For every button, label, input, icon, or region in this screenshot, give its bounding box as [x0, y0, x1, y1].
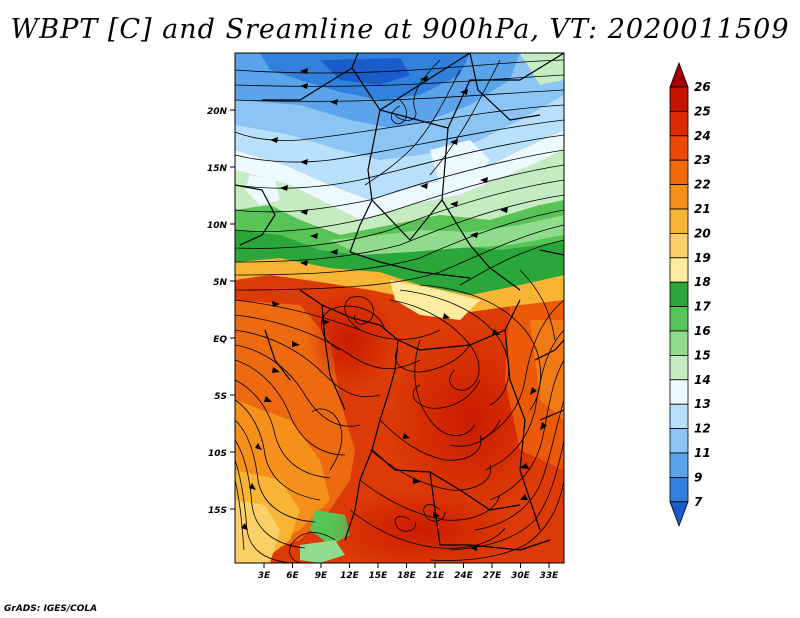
colorbar-top-arrow [669, 61, 689, 88]
lon-tick-label: 27E [483, 571, 503, 581]
footer-credit: GrADS: IGES/COLA [4, 604, 98, 614]
lon-tick-label: 30E [511, 571, 531, 581]
colorbar-label: 14 [694, 373, 711, 387]
lat-tick-label: 15N [207, 164, 228, 174]
colorbar-swatch [669, 159, 689, 185]
colorbar-swatch [669, 281, 689, 308]
map-frame [234, 52, 565, 564]
colorbar-label: 24 [694, 129, 711, 143]
colorbar-label: 12 [694, 422, 711, 436]
colorbar-label: 19 [694, 251, 711, 265]
lat-tick-label: EQ [213, 335, 227, 345]
colorbar-swatch [669, 135, 689, 161]
colorbar-swatch [669, 232, 689, 259]
colorbar-swatch [669, 428, 689, 454]
colorbar-bottom-arrow [669, 501, 689, 527]
colorbar-label: 9 [694, 470, 702, 484]
colorbar-label: 20 [694, 226, 711, 240]
colorbar-label: 7 [694, 495, 703, 509]
colorbar-swatch [669, 330, 689, 356]
colorbar-label: 17 [694, 300, 711, 314]
colorbar-swatch [669, 476, 689, 503]
colorbar-label: 25 [694, 104, 711, 118]
colorbar-label: 11 [694, 446, 711, 460]
lat-tick-label: 10S [208, 449, 227, 459]
lat-tick-label: 10N [207, 221, 228, 231]
lon-tick-label: 12E [340, 571, 360, 581]
country-borders [235, 53, 564, 551]
colorbar-swatch [669, 452, 689, 478]
colorbar-label: 13 [694, 397, 711, 411]
lon-tick-label: 15E [369, 571, 389, 581]
colorbar-label: 23 [694, 153, 711, 167]
colorbar-swatch [669, 111, 689, 137]
longitude-axis: 3E 6E 9E 12E 15E 18E 21E 24E 27E 30E 33E [258, 563, 559, 581]
lat-tick-label: 15S [208, 506, 227, 516]
lon-tick-label: 18E [397, 571, 417, 581]
colorbar-label: 26 [694, 80, 711, 94]
colorbar-swatch [669, 403, 689, 430]
colorbar-swatch [669, 379, 689, 405]
lon-tick-label: 9E [315, 571, 328, 581]
colorbar: 26 25 24 23 22 21 20 19 18 17 16 15 14 13 12 11 9 7 [669, 61, 711, 527]
colorbar-swatch [669, 184, 689, 210]
colorbar-swatch [669, 354, 689, 381]
lat-tick-label: 5N [213, 278, 227, 288]
lon-tick-label: 3E [258, 571, 271, 581]
lat-tick-label: 20N [207, 107, 228, 117]
colorbar-label: 15 [694, 348, 711, 362]
colorbar-swatch [669, 86, 689, 112]
colorbar-swatch [669, 306, 689, 332]
colorbar-swatch [669, 208, 689, 234]
lon-tick-label: 6E [286, 571, 299, 581]
colorbar-label: 21 [694, 202, 711, 216]
streamlines [235, 59, 564, 563]
lat-tick-label: 5S [214, 392, 227, 402]
latitude-axis: 20N 15N 10N 5N EQ 5S 10S 15S [207, 107, 235, 516]
colorbar-label: 16 [694, 324, 711, 338]
colorbar-label: 18 [694, 275, 711, 289]
map-title: WBPT [C] and Sreamline at 900hPa, VT: 20… [10, 14, 790, 45]
lon-tick-label: 24E [454, 571, 474, 581]
streamline-arrows [241, 68, 547, 551]
lon-tick-label: 21E [426, 571, 446, 581]
lon-tick-label: 33E [540, 571, 560, 581]
colorbar-label: 22 [694, 178, 711, 192]
colorbar-swatch [669, 257, 689, 283]
